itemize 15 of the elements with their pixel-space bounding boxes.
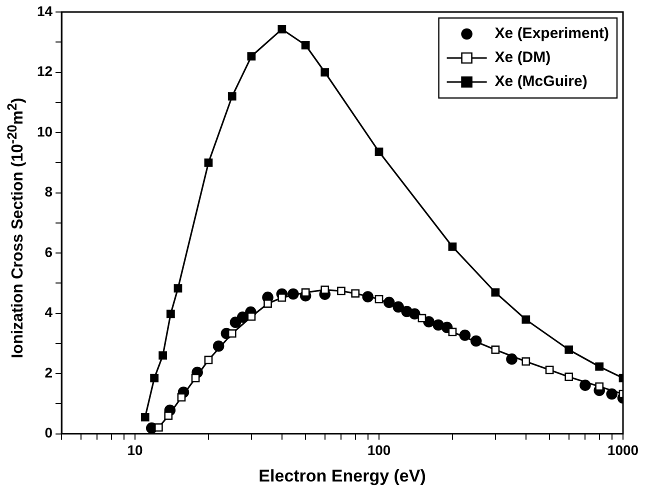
y-tick-label: 4 [44, 304, 53, 320]
x-axis-title: Electron Energy (eV) [258, 466, 426, 486]
legend-label: Xe (McGuire) [494, 73, 588, 90]
y-tick-label: 0 [44, 424, 53, 441]
y-tick-label: 8 [44, 184, 53, 200]
y-tick-label: 10 [36, 123, 53, 140]
x-tick-label: 100 [367, 442, 391, 458]
x-tick-label: 1000 [607, 442, 639, 458]
y-tick-label: 6 [44, 244, 53, 260]
y-tick-label: 14 [36, 2, 53, 19]
y-tick-label: 2 [44, 364, 53, 380]
legend-label: Xe (Experiment) [494, 25, 610, 42]
y-tick-label: 12 [36, 63, 53, 80]
x-tick-label: 10 [127, 442, 144, 458]
legend-label: Xe (DM) [494, 49, 551, 66]
